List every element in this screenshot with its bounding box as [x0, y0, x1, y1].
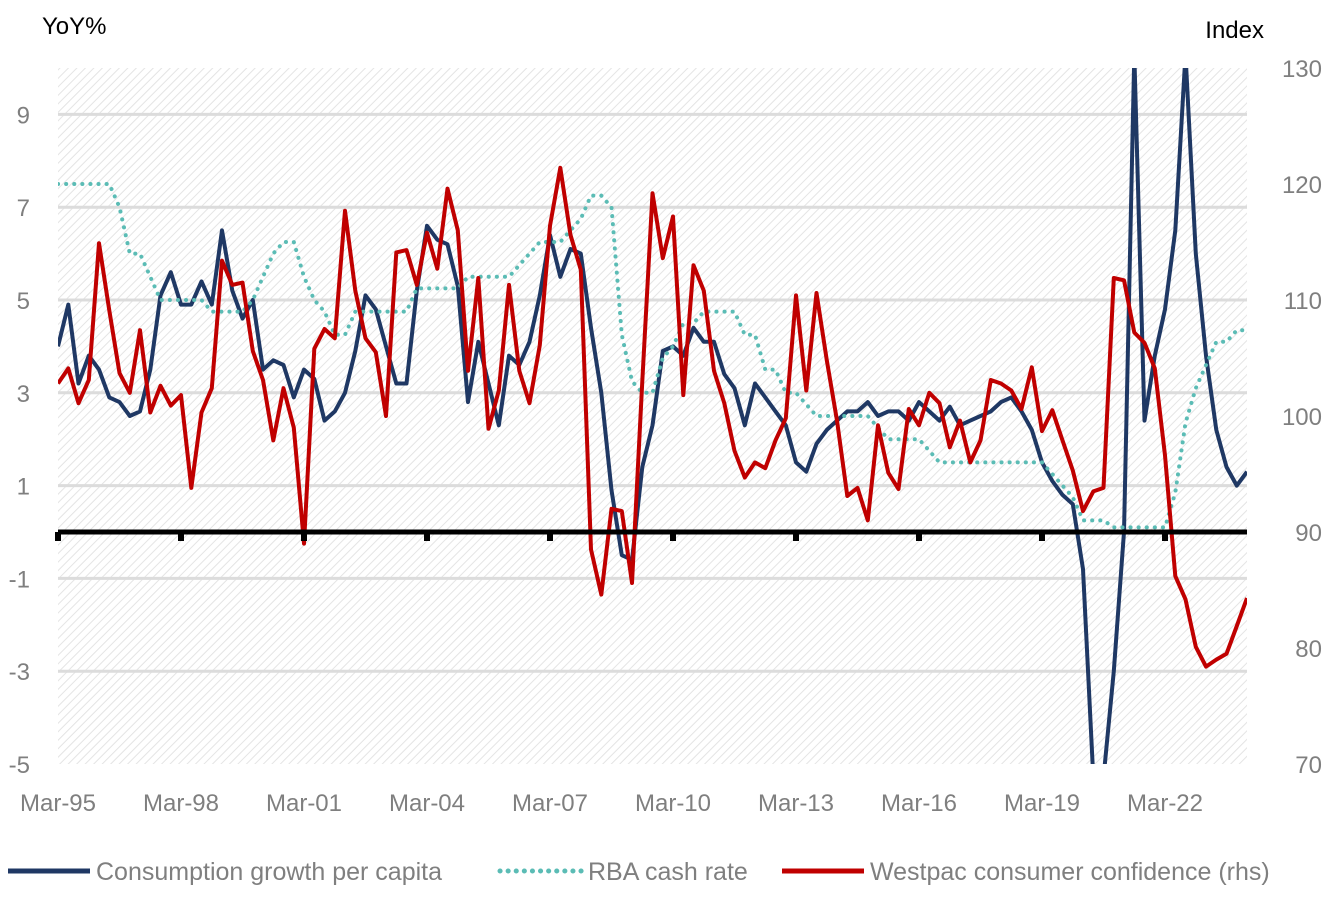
x-tick-mark [547, 532, 553, 541]
left-tick-label: -1 [9, 566, 30, 593]
left-tick-label: -3 [9, 659, 30, 686]
x-tick-mark [1039, 532, 1045, 541]
right-tick-label: 120 [1282, 172, 1322, 199]
x-tick-mark [301, 532, 307, 541]
right-axis-title: Index [1205, 17, 1264, 44]
legend: Consumption growth per capita RBA cash ra… [8, 858, 1270, 886]
x-tick-label: Mar-01 [266, 790, 342, 817]
left-axis-title: YoY% [42, 13, 107, 40]
left-tick-label: 7 [17, 195, 30, 222]
x-tick-label: Mar-04 [389, 790, 465, 817]
x-tick-label: Mar-22 [1127, 790, 1203, 817]
x-tick-mark [424, 532, 430, 541]
right-tick-label: 100 [1282, 404, 1322, 431]
right-tick-label: 80 [1295, 636, 1322, 663]
right-axis: 130 120 110 100 90 80 70 [1282, 56, 1322, 779]
right-tick-label: 90 [1295, 520, 1322, 547]
x-tick-mark [1162, 532, 1168, 541]
x-tick-label: Mar-16 [881, 790, 957, 817]
x-tick-label: Mar-13 [758, 790, 834, 817]
series-line-2 [58, 165, 1247, 669]
series-line-0 [58, 68, 1247, 764]
zero-axis [55, 529, 1247, 541]
series-layer [58, 68, 1247, 764]
x-tick-label: Mar-98 [143, 790, 219, 817]
x-axis: Mar-95 Mar-98 Mar-01 Mar-04 Mar-07 Mar-10 Mar-… [20, 790, 1203, 817]
left-tick-label: 3 [17, 381, 30, 408]
legend-label-2: Westpac consumer confidence (rhs) [870, 858, 1270, 886]
x-tick-mark [916, 532, 922, 541]
x-tick-mark [55, 532, 61, 541]
left-tick-label: 5 [17, 288, 30, 315]
x-tick-mark [793, 532, 799, 541]
right-tick-label: 130 [1282, 56, 1322, 83]
x-tick-label: Mar-10 [635, 790, 711, 817]
right-tick-label: 70 [1295, 752, 1322, 779]
left-tick-label: 1 [17, 474, 30, 501]
x-tick-label: Mar-19 [1004, 790, 1080, 817]
x-tick-label: Mar-07 [512, 790, 588, 817]
legend-label-0: Consumption growth per capita [96, 858, 442, 886]
legend-label-1: RBA cash rate [588, 858, 748, 886]
right-tick-label: 110 [1284, 288, 1322, 315]
x-tick-label: Mar-95 [20, 790, 96, 817]
left-axis: 9 7 5 3 1 -1 -3 -5 [9, 102, 30, 779]
x-tick-mark [178, 532, 184, 541]
left-tick-label: 9 [17, 102, 30, 129]
x-tick-mark [670, 532, 676, 541]
left-tick-label: -5 [9, 752, 30, 779]
